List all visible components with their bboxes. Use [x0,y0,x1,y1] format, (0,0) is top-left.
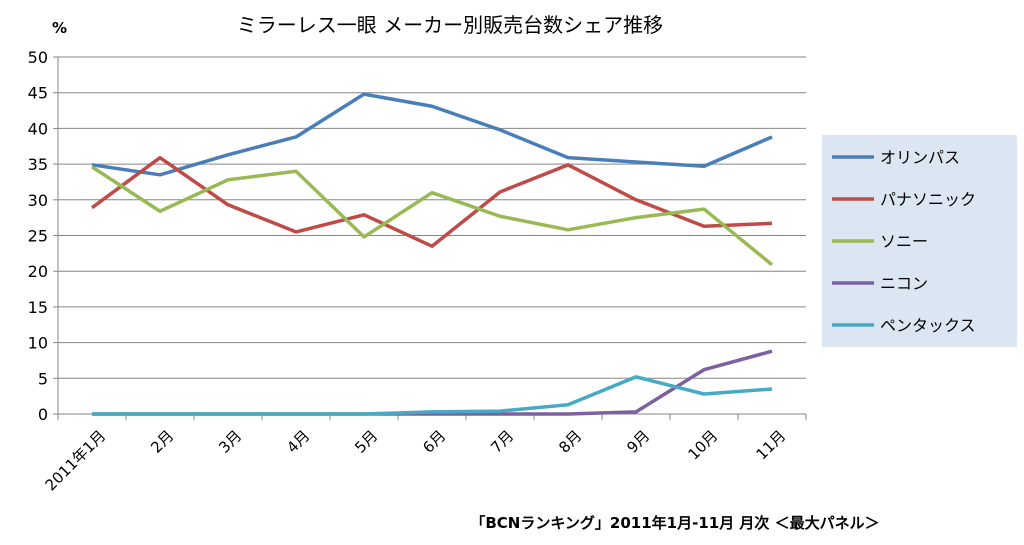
x-tick-label: 6月 [419,427,449,457]
y-tick-label: 45 [28,84,48,103]
y-tick-label: 15 [28,298,48,317]
x-tick-label: 4月 [283,427,313,457]
x-tick-label: 2011年1月 [42,427,110,495]
x-tick-label: 8月 [555,427,585,457]
series-line-ニコン [92,349,773,416]
legend-label: ニコン [880,274,928,293]
y-tick-label: 40 [28,119,48,138]
legend-label: オリンパス [880,148,960,167]
y-tick-label: 10 [28,334,48,353]
y-tick-label: 35 [28,155,48,174]
chart-title: ミラーレス一眼 メーカー別販売台数シェア推移 [237,13,663,37]
x-tick-label: 11月 [752,427,789,464]
legend-label: パナソニック [880,190,976,209]
source-caption: 「BCNランキング」2011年1月-11月 月次 ＜最大パネル＞ [470,514,879,532]
x-tick-label: 3月 [215,427,245,457]
legend-label: ソニー [880,232,928,251]
x-tick-label: 9月 [623,427,653,457]
legend-label: ペンタックス [880,316,976,335]
x-tick-label: 2月 [147,427,177,457]
y-tick-label: 30 [28,191,48,210]
y-axis-label: % [52,19,67,37]
y-tick-label: 50 [28,48,48,67]
y-tick-label: 20 [28,262,48,281]
series-line-ペンタックス [92,375,773,416]
x-tick-label: 5月 [351,427,381,457]
series-line-パナソニック [90,155,773,248]
y-tick-label: 25 [28,227,48,246]
y-tick-label: 0 [38,405,48,424]
y-tick-label: 5 [38,369,48,388]
x-tick-label: 10月 [684,427,721,464]
x-tick-label: 7月 [487,427,517,457]
